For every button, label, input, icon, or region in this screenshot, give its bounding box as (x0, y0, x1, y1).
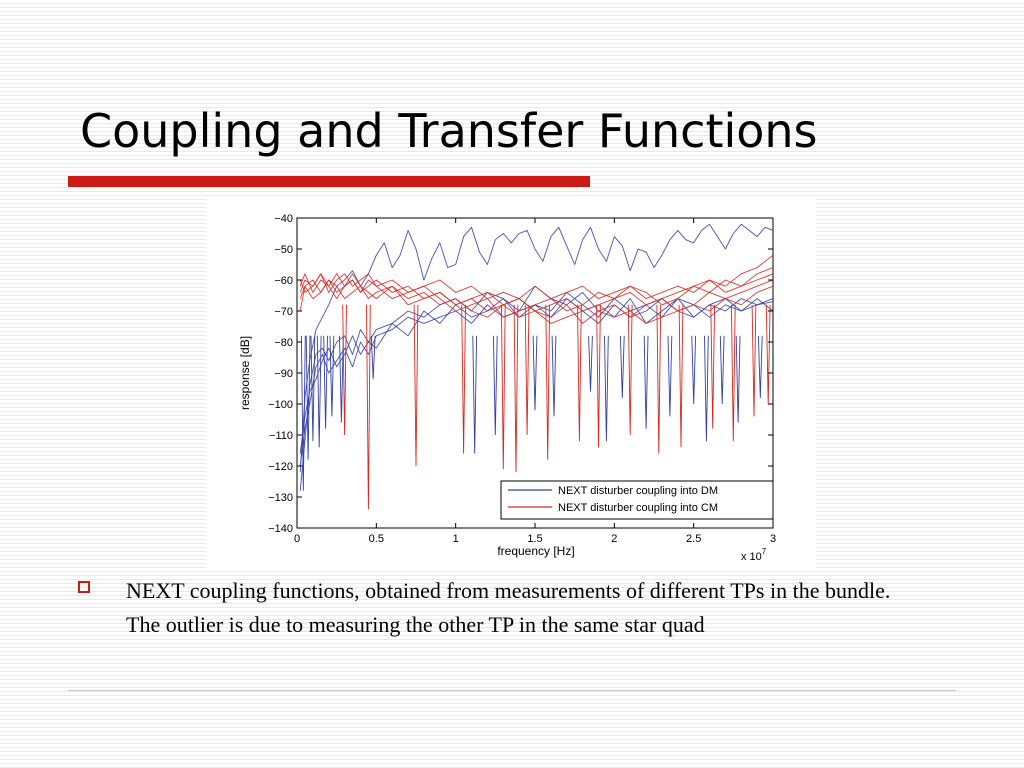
dip-cm-16 (751, 304, 757, 417)
dip-dm-10 (492, 335, 498, 436)
dip-dm-5 (323, 335, 328, 429)
dip-dm-14 (604, 335, 609, 442)
dip-dm-17 (667, 335, 673, 417)
dip-dm-4 (316, 335, 322, 448)
y-tick-label: −60 (274, 275, 293, 287)
y-tick-label: −140 (268, 523, 293, 535)
y-tick-label: −100 (268, 399, 293, 411)
dip-cm-4 (461, 304, 466, 454)
x-multiplier-base: x 10 (741, 551, 762, 563)
dip-cm-10 (596, 304, 601, 448)
x-tick-label: 2 (611, 533, 617, 545)
hollow-square-icon (78, 581, 90, 593)
y-tick-label: −40 (274, 213, 293, 225)
x-tick-label: 3 (770, 533, 776, 545)
legend-box (500, 480, 774, 520)
x-tick-label: 1 (453, 533, 459, 545)
plot-frame (296, 217, 774, 529)
y-axis-ticks: −40 −50 −60 −70 −80 −90 −100 −110 −120 −130 −140 (268, 213, 773, 535)
x-tick-label: 0.5 (369, 533, 384, 545)
dip-dm-1 (300, 335, 306, 491)
x-tick-label: 1.5 (527, 533, 542, 545)
y-tick-label: −120 (268, 461, 293, 473)
y-tick-label: −130 (268, 492, 293, 504)
dip-cm-15 (730, 304, 736, 442)
dip-dm-15 (619, 335, 625, 398)
bullet-text: NEXT coupling functions, obtained from m… (126, 578, 891, 637)
dip-dm-9 (472, 335, 478, 454)
series-layer (299, 223, 774, 491)
dip-dm-6 (329, 335, 335, 417)
series-cm-line-5 (299, 254, 774, 300)
dip-dm-2 (305, 335, 311, 460)
dip-cm-12 (656, 304, 662, 454)
dip-cm-3 (413, 304, 419, 467)
legend-label-dm: NEXT disturber coupling into DM (558, 485, 718, 497)
slide-title: Coupling and Transfer Functions (80, 104, 818, 158)
x-tick-label: 0 (294, 533, 300, 545)
dip-cm-8 (545, 304, 551, 460)
y-tick-label: −110 (269, 430, 293, 442)
dip-cm-1 (342, 304, 347, 436)
x-axis-ticks: 0 0.5 1 1.5 2 2.5 3 (294, 218, 776, 545)
chart-panel: −40 −50 −60 −70 −80 −90 −100 −110 −120 −130 −140 0… (206, 198, 816, 570)
dip-dm-19 (704, 335, 709, 442)
footer-divider (68, 690, 956, 691)
series-cm-line-9 (299, 273, 774, 324)
dip-dm-8 (370, 335, 376, 380)
y-tick-label: −70 (274, 306, 293, 318)
dip-cm-2 (366, 304, 371, 510)
dip-dm-22 (757, 335, 763, 398)
dip-dm-13 (588, 335, 593, 392)
x-multiplier-exponent: 7 (762, 547, 767, 556)
dip-dm-16 (643, 335, 649, 429)
x-tick-label: 2.5 (686, 533, 701, 545)
legend-label-cm: NEXT disturber coupling into CM (558, 502, 718, 514)
dip-cm-11 (627, 304, 633, 436)
series-dm-line-1 (299, 223, 774, 473)
title-underline-thin (590, 176, 960, 177)
dip-dm-11 (532, 335, 538, 411)
dip-dm-7 (339, 335, 344, 423)
dip-layer (300, 304, 771, 510)
title-underline-thick (68, 176, 590, 187)
dip-dm-3 (310, 335, 316, 442)
dip-cm-9 (577, 304, 582, 442)
dip-cm-14 (710, 304, 716, 429)
dip-cm-5 (500, 304, 506, 470)
x-axis-multiplier: x 107 (741, 547, 767, 563)
next-coupling-chart: −40 −50 −60 −70 −80 −90 −100 −110 −120 −130 −140 0… (238, 213, 776, 563)
dip-cm-13 (678, 304, 684, 448)
dip-dm-18 (691, 335, 697, 405)
y-tick-label: −80 (274, 337, 293, 349)
dip-cm-6 (513, 304, 519, 473)
dip-dm-21 (735, 335, 741, 423)
x-axis-label: frequency [Hz] (497, 544, 574, 558)
y-tick-label: −50 (274, 244, 293, 256)
dip-dm-20 (719, 335, 725, 405)
y-tick-label: −90 (274, 368, 293, 380)
dip-cm-7 (524, 304, 530, 436)
legend: NEXT disturber coupling into DM NEXT dis… (500, 480, 774, 520)
series-cm-line-8 (299, 273, 774, 318)
y-axis-label: response [dB] (238, 336, 252, 410)
dip-dm-12 (551, 335, 557, 417)
